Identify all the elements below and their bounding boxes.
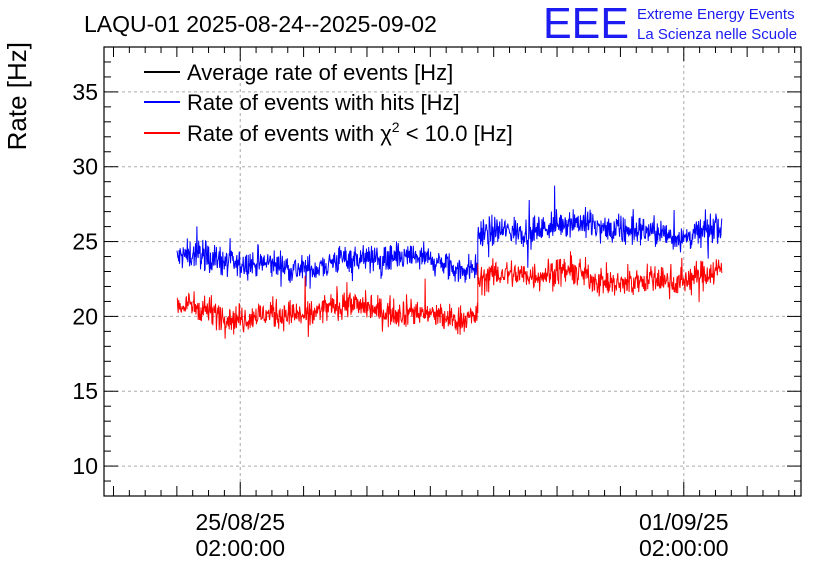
legend: Average rate of events [Hz] Rate of even… xyxy=(144,60,513,146)
legend-label-hits: Rate of events with hits [Hz] xyxy=(187,90,460,115)
y-tick-label: 35 xyxy=(72,79,98,105)
y-tick-label: 25 xyxy=(72,229,98,255)
chart-title: LAQU-01 2025-08-24--2025-09-02 xyxy=(84,11,437,37)
series-line-chi2 xyxy=(176,251,723,339)
x-tick-label-time: 02:00:00 xyxy=(639,535,729,561)
branding-line2: La Scienza nelle Scuole xyxy=(637,26,797,43)
x-tick-label-time: 02:00:00 xyxy=(195,535,285,561)
branding: EEE Extreme Energy Events La Scienza nel… xyxy=(543,0,797,48)
branding-line1: Extreme Energy Events xyxy=(637,6,795,23)
x-tick-label-date: 25/08/25 xyxy=(195,509,285,535)
y-tick-label: 10 xyxy=(72,453,98,479)
y-tick-label: 30 xyxy=(72,154,98,180)
eee-logo: EEE xyxy=(543,0,629,48)
series-line-hits xyxy=(176,185,723,289)
series-traces xyxy=(176,185,723,339)
axis-ticks xyxy=(104,46,801,497)
legend-label-chi2: Rate of events with χ2 < 10.0 [Hz] xyxy=(187,119,513,146)
legend-chi2-prefix: Rate of events with xyxy=(187,121,380,146)
x-tick-label-date: 01/09/25 xyxy=(639,509,729,535)
legend-chi2-sup: 2 xyxy=(392,119,400,135)
legend-chi2-symbol: χ xyxy=(380,121,392,146)
legend-chi2-suffix: < 10.0 [Hz] xyxy=(400,121,513,146)
y-tick-label: 20 xyxy=(72,303,98,329)
y-axis-label: Rate [Hz] xyxy=(2,42,32,150)
y-tick-label: 15 xyxy=(72,378,98,404)
legend-label-average: Average rate of events [Hz] xyxy=(187,60,453,85)
y-tick-labels: 10 15 20 25 30 35 xyxy=(72,79,98,479)
